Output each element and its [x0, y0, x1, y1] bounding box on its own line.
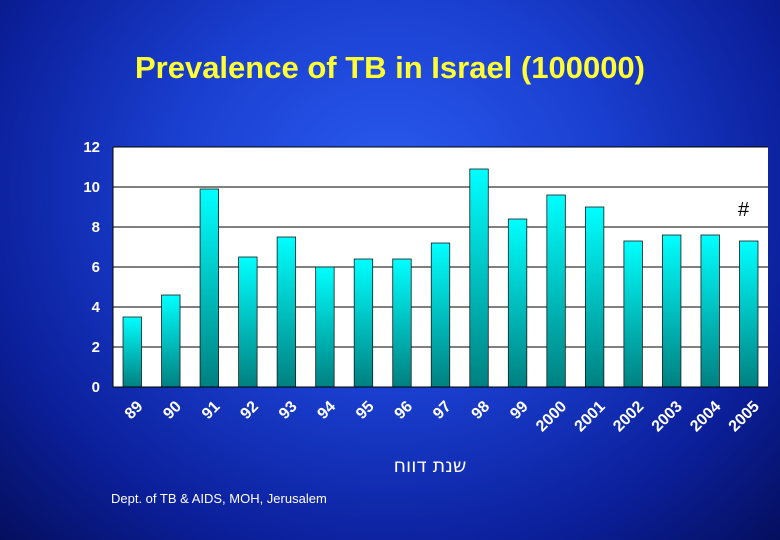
x-tick-label: 2002 [610, 398, 647, 435]
bar-98 [469, 168, 489, 388]
bar-92 [238, 256, 258, 388]
y-tick-label: 12 [83, 139, 100, 156]
bar-97 [430, 242, 451, 388]
chart-title: Prevalence of TB in Israel (100000) [134, 50, 646, 85]
x-tick-label: 93 [276, 398, 301, 423]
bar-2000 [546, 194, 566, 388]
x-tick-label: 95 [353, 398, 378, 423]
x-tick-label: 2004 [687, 398, 724, 435]
footer-credit: Dept. of TB & AIDS, MOH, Jerusalem [111, 491, 327, 506]
x-tick-label: 96 [392, 398, 417, 423]
x-tick-label: 99 [507, 398, 532, 423]
x-tick-label: 98 [469, 398, 494, 423]
bar-96 [392, 258, 412, 388]
x-tick-label: 91 [199, 398, 224, 423]
y-tick-label: 2 [92, 339, 100, 356]
x-tick-label: 2001 [572, 398, 609, 435]
x-axis-label: שנת דווח [393, 455, 467, 477]
y-tick-label: 10 [83, 179, 100, 196]
bar-2002 [623, 240, 643, 388]
bar-2001 [584, 206, 605, 388]
bar-89 [122, 316, 142, 388]
bar-99 [507, 218, 528, 388]
bar-2003 [662, 234, 682, 388]
y-tick-label: 4 [92, 299, 101, 316]
hash-annotation: # [738, 199, 750, 221]
bar-95 [353, 258, 374, 388]
x-tick-label: 92 [237, 398, 262, 423]
x-tick-label: 89 [122, 398, 147, 423]
x-tick-label: 97 [430, 398, 455, 423]
x-tick-label: 2000 [533, 398, 570, 435]
x-tick-label: 2003 [649, 398, 686, 435]
y-tick-label: 6 [92, 259, 100, 276]
x-tick-label: 94 [314, 398, 339, 423]
x-tick-label: 2005 [726, 398, 763, 435]
bar-93 [276, 236, 297, 388]
y-tick-label: 8 [92, 219, 100, 236]
bar-91 [199, 188, 219, 388]
bar-94 [315, 266, 335, 388]
x-tick-label: 90 [160, 398, 185, 423]
bar-2005 [739, 240, 759, 388]
y-tick-label: 0 [92, 379, 100, 396]
bar-2004 [700, 234, 720, 388]
bar-90 [161, 294, 181, 388]
